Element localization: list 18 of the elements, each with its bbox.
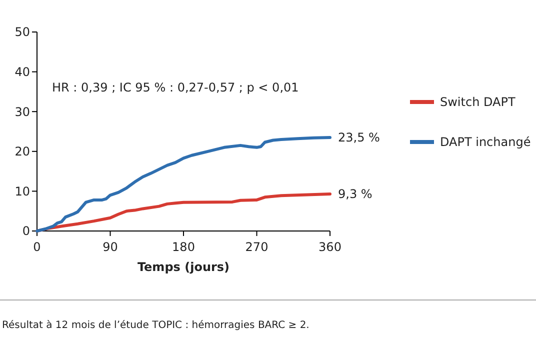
y-tick-label: 30 (14, 104, 30, 119)
x-tick-label: 180 (172, 240, 195, 254)
x-tick-label: 90 (102, 240, 118, 254)
text: Résultat à 12 mois de l’étude TOPIC : hémorragies BARC ≥ 2. (2, 320, 310, 331)
annotation: 9,3 % (338, 187, 372, 202)
y-tick-label: 40 (14, 65, 30, 79)
annotation: HR : 0,39 ; IC 95 % : 0,27-0,57 ; p < 0,01 (52, 80, 299, 95)
legend-label: DAPT inchangé (440, 135, 531, 150)
x-tick-label: 0 (33, 240, 41, 254)
y-tick-label: 50 (14, 25, 30, 40)
x-tick-label: 360 (318, 240, 342, 254)
y-tick-label: 0 (22, 224, 30, 238)
x-tick-label: 270 (245, 240, 268, 254)
annotation: 23,5 % (338, 130, 380, 145)
y-tick-label: 10 (14, 184, 30, 198)
y-tick-label: 20 (14, 144, 30, 159)
legend-label: Switch DAPT (440, 95, 516, 110)
x-axis-title: Temps (jours) (137, 260, 230, 274)
